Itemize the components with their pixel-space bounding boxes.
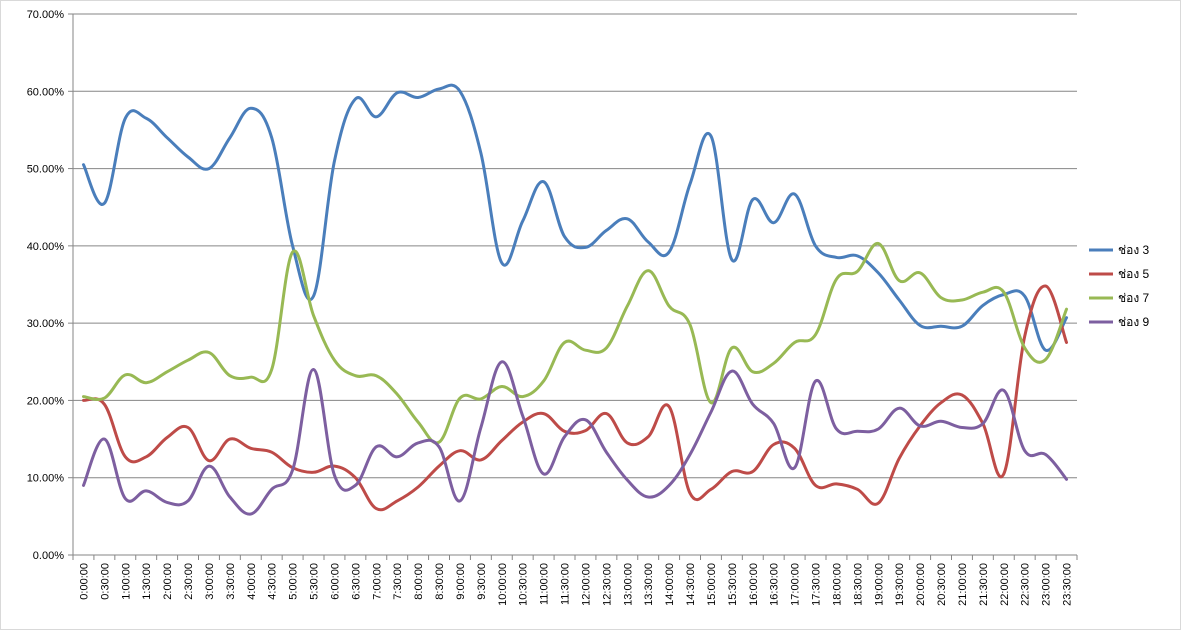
series-line-3 xyxy=(82,242,1068,445)
x-tick-label: 20:30:00 xyxy=(936,563,948,606)
y-tick-label: 70.00% xyxy=(27,9,65,21)
x-tick-label: 7:00:00 xyxy=(371,563,383,600)
x-tick-label: 16:30:00 xyxy=(769,563,781,606)
legend-label: ช่อง 9 xyxy=(1118,315,1150,329)
x-tick-label: 10:00:00 xyxy=(497,563,509,606)
x-tick-label: 18:00:00 xyxy=(831,563,843,606)
x-tick-label: 10:30:00 xyxy=(518,563,530,606)
x-tick-label: 8:30:00 xyxy=(434,563,446,600)
x-tick-label: 15:30:00 xyxy=(727,563,739,606)
x-tick-label: 6:30:00 xyxy=(350,563,362,600)
x-tick-label: 9:00:00 xyxy=(455,563,467,600)
x-tick-label: 17:00:00 xyxy=(790,563,802,606)
y-tick-label: 20.00% xyxy=(27,395,65,407)
x-tick-label: 4:00:00 xyxy=(246,563,258,600)
x-tick-label: 6:00:00 xyxy=(329,563,341,600)
x-tick-label: 23:00:00 xyxy=(1041,563,1053,606)
x-tick-label: 5:30:00 xyxy=(309,563,321,600)
y-tick-label: 60.00% xyxy=(27,86,65,98)
x-tick-label: 15:00:00 xyxy=(706,563,718,606)
y-tick-label: 0.00% xyxy=(33,550,64,562)
y-tick-label: 50.00% xyxy=(27,164,65,176)
y-axis-tick-labels: 0.00% 10.00% 20.00% 30.00% 40.00% 50.00% 60.00… xyxy=(27,9,65,562)
x-tick-label: 11:30:00 xyxy=(560,563,572,605)
x-axis-tick-labels: 0:00:00 0:30:00 1:00:00 1:30:00 2:00:00 2:30:… xyxy=(78,563,1073,606)
x-tick-label: 2:30:00 xyxy=(183,563,195,600)
series-line-4 xyxy=(82,360,1068,516)
x-tick-label: 22:00:00 xyxy=(999,563,1011,606)
x-tick-label: 21:00:00 xyxy=(957,563,969,606)
x-tick-label: 12:00:00 xyxy=(580,563,592,606)
series-line-2 xyxy=(82,284,1068,512)
x-tick-label: 17:30:00 xyxy=(811,563,823,606)
x-tick-label: 13:30:00 xyxy=(643,563,655,606)
x-tick-label: 1:00:00 xyxy=(120,563,132,600)
x-tick-label: 19:30:00 xyxy=(894,563,906,606)
x-tick-label: 13:00:00 xyxy=(622,563,634,606)
x-tick-label: 4:30:00 xyxy=(267,563,279,600)
legend-label: ช่อง 3 xyxy=(1118,243,1150,257)
x-tick-label: 21:30:00 xyxy=(978,563,990,606)
y-tick-label: 30.00% xyxy=(27,318,65,330)
y-tick-label: 40.00% xyxy=(27,241,65,253)
x-tick-label: 11:00:00 xyxy=(539,563,551,605)
legend-label: ช่อง 7 xyxy=(1118,291,1150,305)
x-tick-label: 18:30:00 xyxy=(852,563,864,606)
x-tick-label: 12:30:00 xyxy=(601,563,613,606)
x-tick-label: 3:00:00 xyxy=(204,563,216,600)
x-tick-label: 9:30:00 xyxy=(476,563,488,600)
x-tick-label: 2:00:00 xyxy=(162,563,174,600)
legend: ช่อง 3 ช่อง 5 ช่อง 7 ช่อง 9 xyxy=(1089,243,1150,329)
x-tick-label: 20:00:00 xyxy=(915,563,927,606)
axes xyxy=(68,13,1078,560)
legend-label: ช่อง 5 xyxy=(1118,267,1150,281)
x-tick-label: 8:00:00 xyxy=(413,563,425,600)
x-tick-label: 14:30:00 xyxy=(685,563,697,606)
series-lines xyxy=(82,83,1068,516)
x-tick-label: 22:30:00 xyxy=(1020,563,1032,606)
y-tick-label: 10.00% xyxy=(27,473,65,485)
x-tick-label: 14:00:00 xyxy=(664,563,676,606)
x-tick-label: 3:30:00 xyxy=(225,563,237,600)
series-line-1 xyxy=(82,83,1068,352)
x-tick-label: 5:00:00 xyxy=(288,563,300,600)
x-tick-label: 7:30:00 xyxy=(392,563,404,600)
x-tick-label: 16:00:00 xyxy=(748,563,760,606)
x-tick-label: 23:30:00 xyxy=(1062,563,1074,606)
x-tick-label: 19:00:00 xyxy=(873,563,885,606)
x-tick-label: 0:00:00 xyxy=(78,563,90,600)
gridlines xyxy=(73,13,1077,479)
x-tick-label: 1:30:00 xyxy=(141,563,153,600)
x-tick-label: 0:30:00 xyxy=(99,563,111,600)
